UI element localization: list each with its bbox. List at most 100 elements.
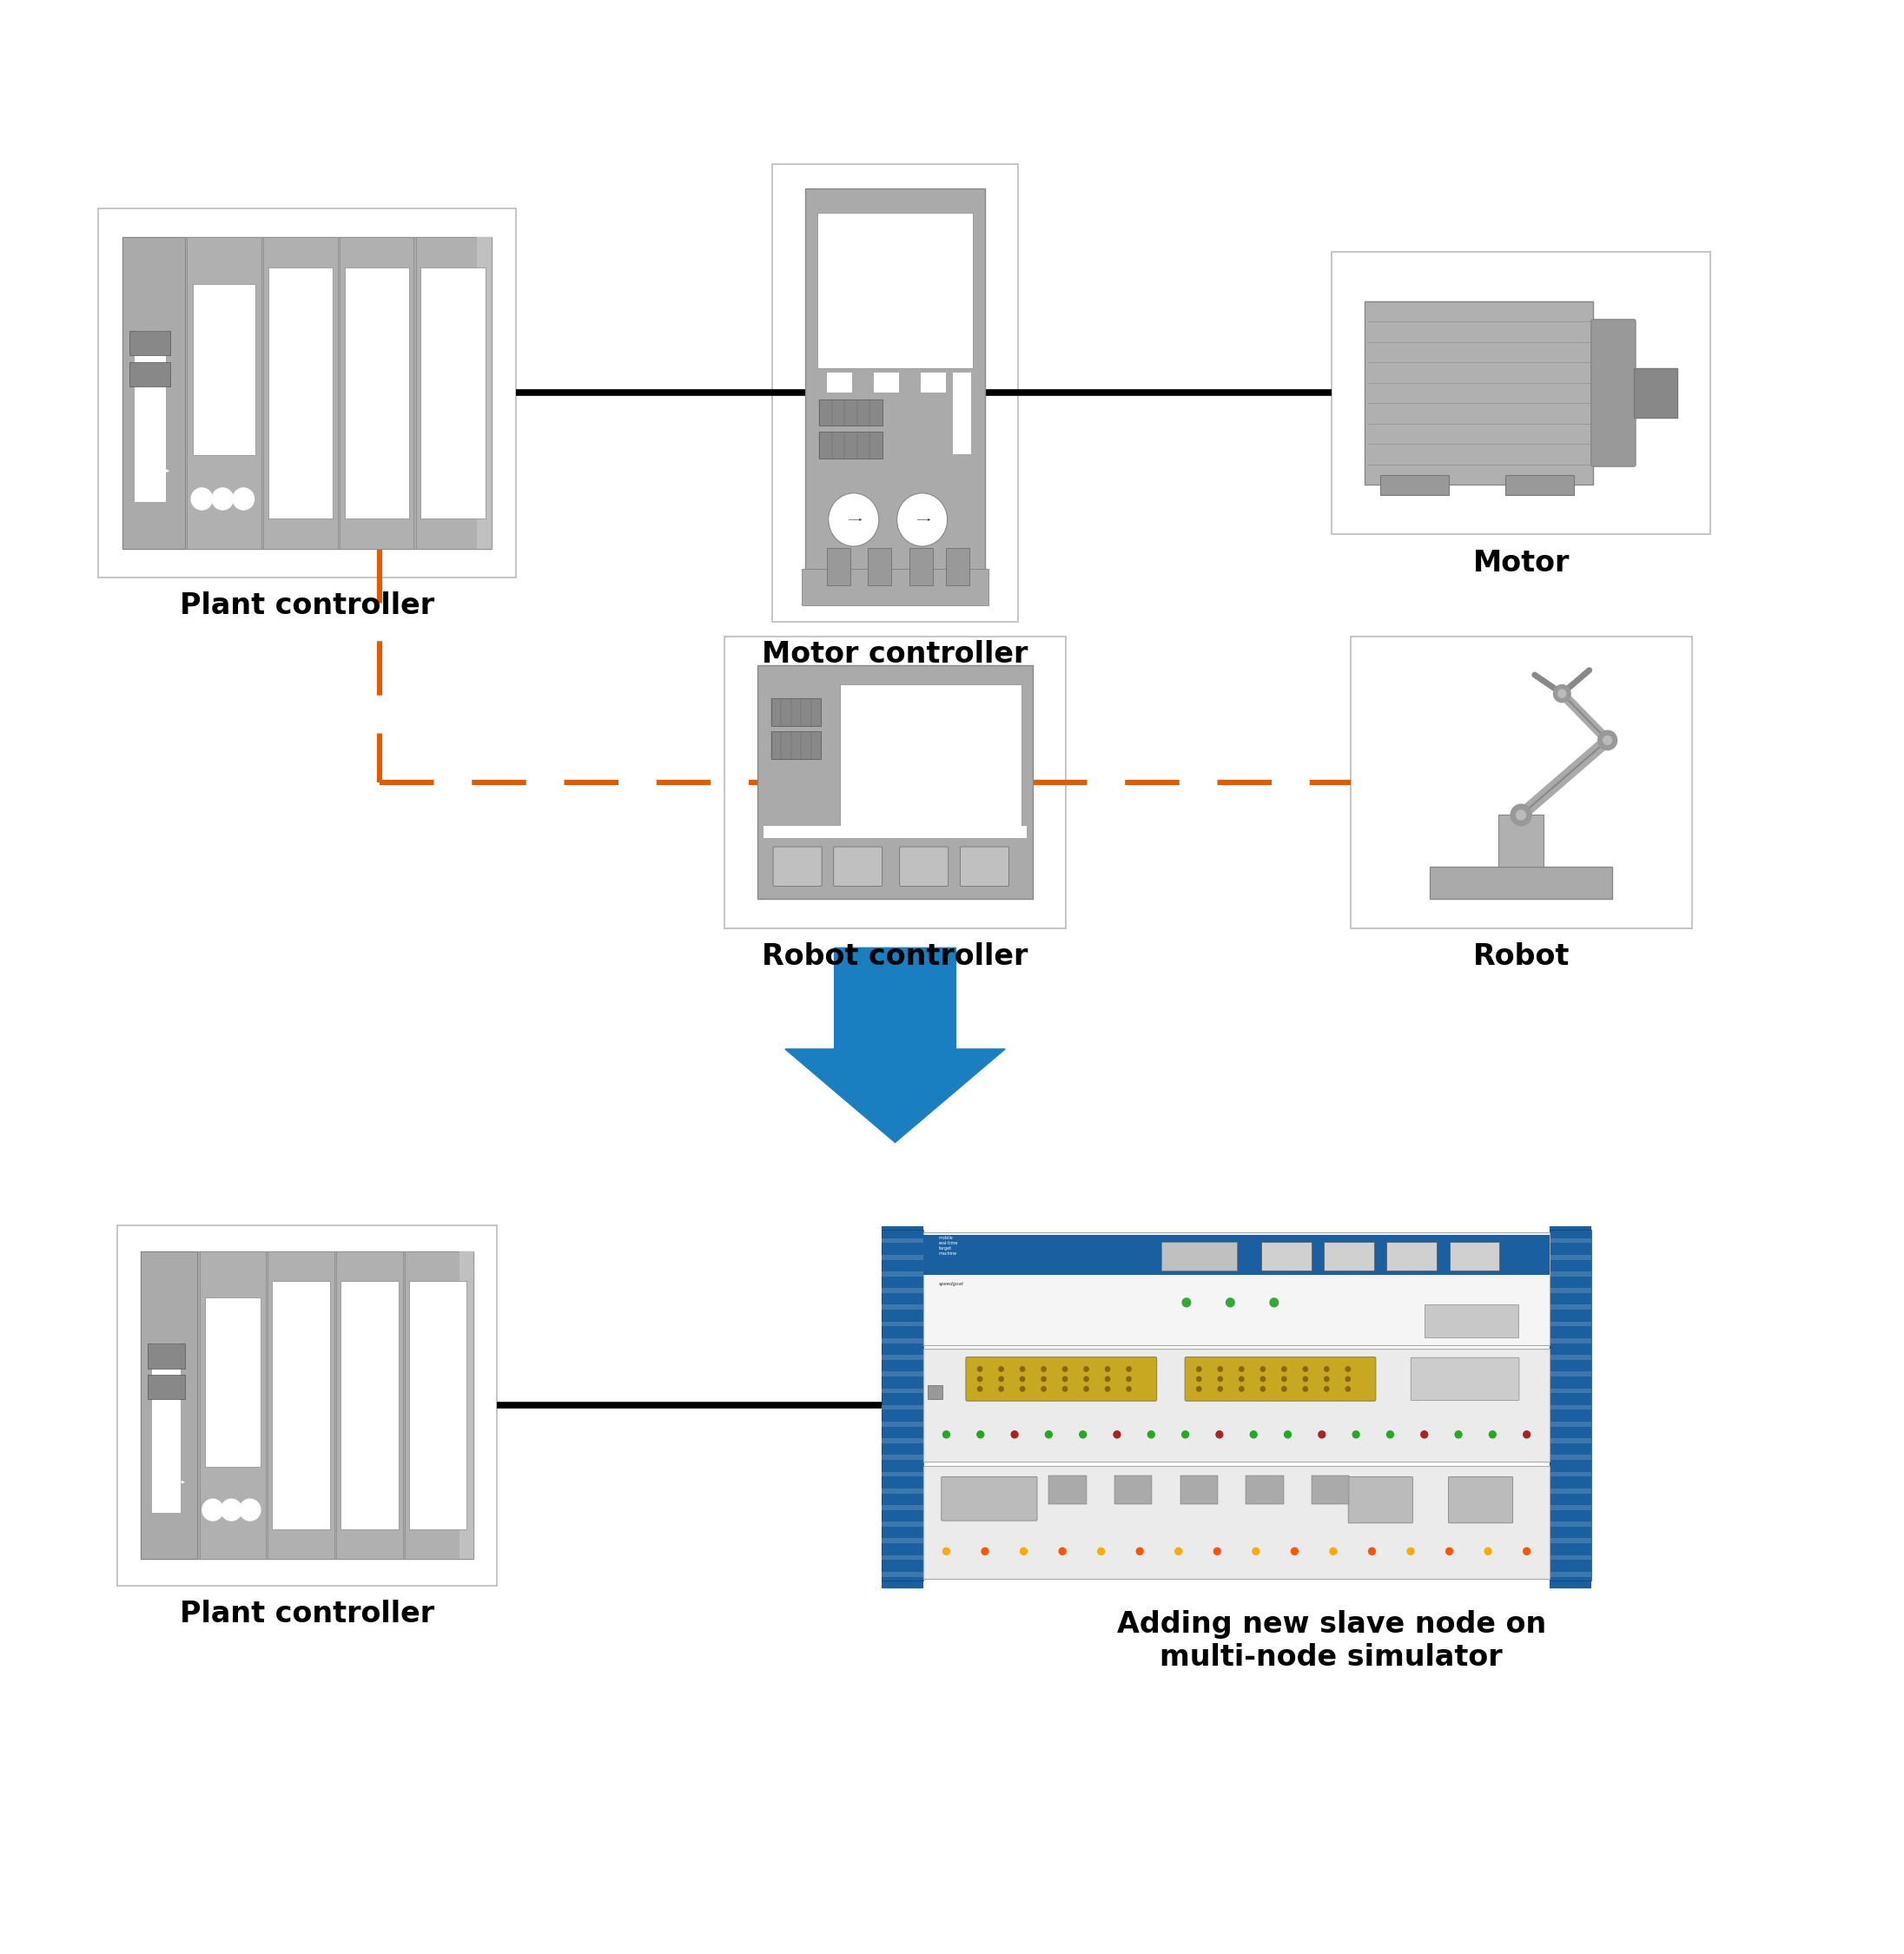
FancyBboxPatch shape	[882, 1327, 923, 1338]
FancyBboxPatch shape	[1506, 475, 1575, 494]
Circle shape	[1554, 684, 1571, 701]
FancyBboxPatch shape	[923, 1233, 1550, 1344]
FancyBboxPatch shape	[882, 1376, 923, 1387]
Circle shape	[977, 1387, 982, 1391]
FancyBboxPatch shape	[1184, 1356, 1377, 1401]
FancyBboxPatch shape	[1114, 1475, 1152, 1505]
FancyBboxPatch shape	[268, 1251, 335, 1559]
FancyBboxPatch shape	[1550, 1444, 1592, 1456]
FancyBboxPatch shape	[923, 1348, 1550, 1462]
Text: Robot: Robot	[1472, 942, 1569, 971]
FancyBboxPatch shape	[805, 188, 984, 598]
Circle shape	[1021, 1366, 1024, 1372]
FancyBboxPatch shape	[459, 1251, 472, 1559]
Circle shape	[1182, 1297, 1190, 1307]
Circle shape	[1260, 1366, 1264, 1372]
FancyBboxPatch shape	[263, 236, 337, 549]
Circle shape	[1346, 1378, 1350, 1381]
FancyBboxPatch shape	[122, 236, 491, 549]
Circle shape	[1198, 1378, 1201, 1381]
Circle shape	[1127, 1378, 1131, 1381]
FancyBboxPatch shape	[149, 1344, 185, 1368]
Circle shape	[1285, 1430, 1291, 1438]
Circle shape	[1219, 1387, 1222, 1391]
Circle shape	[1281, 1387, 1287, 1391]
Text: Adding new slave node on
multi-node simulator: Adding new slave node on multi-node simu…	[1118, 1610, 1546, 1671]
Text: Plant controller: Plant controller	[179, 1600, 434, 1628]
FancyBboxPatch shape	[882, 1477, 923, 1489]
Circle shape	[1597, 731, 1616, 750]
FancyBboxPatch shape	[341, 1282, 398, 1530]
FancyBboxPatch shape	[206, 1297, 261, 1467]
Circle shape	[1000, 1366, 1003, 1372]
FancyBboxPatch shape	[99, 207, 516, 578]
FancyBboxPatch shape	[1550, 1510, 1592, 1522]
FancyBboxPatch shape	[882, 1544, 923, 1555]
Circle shape	[1059, 1548, 1066, 1555]
FancyBboxPatch shape	[802, 569, 988, 606]
FancyBboxPatch shape	[1550, 1231, 1592, 1581]
FancyBboxPatch shape	[1550, 1342, 1592, 1354]
Circle shape	[1516, 811, 1525, 821]
Circle shape	[1318, 1430, 1325, 1438]
Circle shape	[1226, 1297, 1234, 1307]
Circle shape	[977, 1366, 982, 1372]
FancyBboxPatch shape	[882, 1411, 923, 1423]
Text: Motor: Motor	[1472, 549, 1569, 576]
Circle shape	[1127, 1366, 1131, 1372]
FancyBboxPatch shape	[952, 373, 971, 453]
Circle shape	[1352, 1430, 1359, 1438]
Circle shape	[942, 1430, 950, 1438]
Circle shape	[1346, 1387, 1350, 1391]
Circle shape	[1325, 1366, 1329, 1372]
FancyBboxPatch shape	[409, 1282, 466, 1530]
Circle shape	[1445, 1548, 1453, 1555]
Circle shape	[1240, 1387, 1243, 1391]
Circle shape	[1213, 1548, 1220, 1555]
FancyBboxPatch shape	[882, 1577, 923, 1589]
Circle shape	[1489, 1430, 1497, 1438]
FancyBboxPatch shape	[773, 846, 823, 885]
FancyBboxPatch shape	[817, 213, 973, 369]
FancyBboxPatch shape	[882, 1360, 923, 1372]
Circle shape	[1000, 1387, 1003, 1391]
FancyBboxPatch shape	[337, 1251, 404, 1559]
FancyBboxPatch shape	[141, 1251, 472, 1559]
FancyBboxPatch shape	[1380, 475, 1449, 494]
Circle shape	[190, 488, 213, 510]
Circle shape	[1083, 1387, 1089, 1391]
FancyBboxPatch shape	[118, 1225, 497, 1585]
FancyBboxPatch shape	[910, 549, 933, 584]
FancyBboxPatch shape	[960, 846, 1009, 885]
FancyBboxPatch shape	[882, 1342, 923, 1354]
Circle shape	[1346, 1366, 1350, 1372]
Ellipse shape	[828, 492, 880, 547]
FancyBboxPatch shape	[1424, 1305, 1517, 1338]
FancyBboxPatch shape	[868, 549, 891, 584]
Circle shape	[1011, 1430, 1019, 1438]
FancyBboxPatch shape	[965, 1356, 1156, 1401]
FancyBboxPatch shape	[1550, 1227, 1592, 1239]
Circle shape	[1062, 1366, 1068, 1372]
FancyBboxPatch shape	[941, 1477, 1038, 1520]
FancyBboxPatch shape	[1430, 866, 1613, 899]
Circle shape	[1281, 1366, 1287, 1372]
FancyBboxPatch shape	[149, 1374, 185, 1399]
FancyBboxPatch shape	[1323, 1241, 1375, 1270]
FancyBboxPatch shape	[882, 1294, 923, 1305]
Circle shape	[1485, 1548, 1491, 1555]
FancyBboxPatch shape	[1592, 320, 1636, 467]
FancyBboxPatch shape	[1550, 1294, 1592, 1305]
Circle shape	[1291, 1548, 1299, 1555]
FancyBboxPatch shape	[268, 268, 333, 518]
Circle shape	[1302, 1378, 1308, 1381]
FancyBboxPatch shape	[901, 846, 948, 885]
FancyBboxPatch shape	[771, 164, 1019, 621]
Circle shape	[1106, 1387, 1110, 1391]
FancyBboxPatch shape	[478, 236, 491, 549]
FancyBboxPatch shape	[1550, 1526, 1592, 1538]
FancyBboxPatch shape	[771, 731, 821, 758]
FancyBboxPatch shape	[819, 399, 882, 426]
FancyBboxPatch shape	[1386, 1241, 1438, 1270]
FancyBboxPatch shape	[129, 330, 171, 356]
